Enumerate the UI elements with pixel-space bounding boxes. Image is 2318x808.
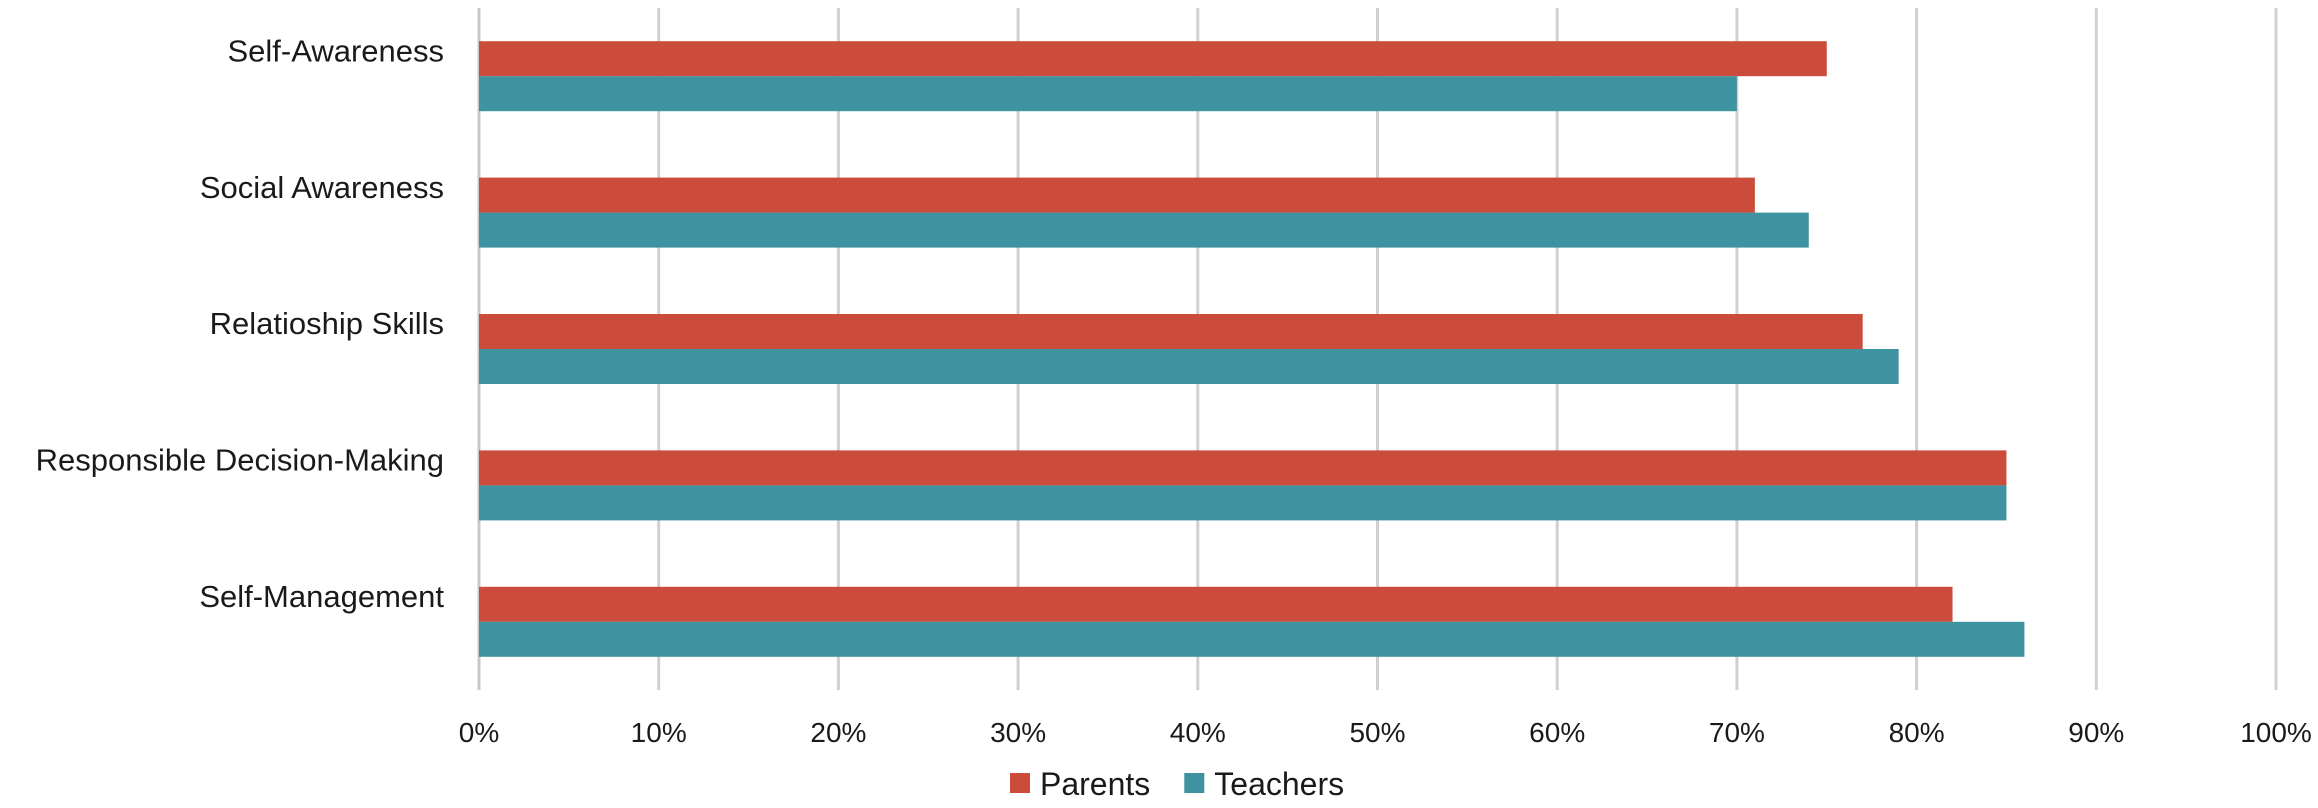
bar-parents	[479, 314, 1863, 349]
x-tick-label: 0%	[459, 717, 499, 748]
bar-teachers	[479, 212, 1809, 248]
category-label: Social Awareness	[200, 170, 444, 205]
category-labels: Self-Awareness Social Awareness Relatioshi…	[36, 33, 445, 614]
category-label: Responsible Decision-Making	[36, 443, 444, 478]
x-tick-label: 50%	[1349, 717, 1405, 748]
legend-label: Parents	[1040, 766, 1150, 802]
bar-teachers	[479, 621, 2025, 657]
x-tick-label: 40%	[1170, 717, 1226, 748]
legend-item-teachers: Teachers	[1184, 766, 1344, 802]
bar-teachers	[479, 349, 1899, 384]
bars	[479, 41, 2025, 657]
bar-parents	[479, 586, 1953, 622]
legend-item-parents: Parents	[1010, 766, 1150, 802]
x-tick-label: 90%	[2068, 717, 2124, 748]
bar-parents	[479, 41, 1827, 77]
bar-teachers	[479, 485, 2007, 521]
category-label: Self-Awareness	[227, 33, 444, 68]
category-label: Self-Management	[199, 579, 444, 614]
x-tick-label: 80%	[1889, 717, 1945, 748]
x-tick-label: 10%	[631, 717, 687, 748]
legend-swatch	[1010, 773, 1030, 793]
bar-parents	[479, 177, 1755, 213]
bar-parents	[479, 450, 2007, 486]
x-tick-label: 70%	[1709, 717, 1765, 748]
bar-teachers	[479, 76, 1737, 112]
legend-swatch	[1184, 773, 1205, 793]
x-tick-label: 20%	[810, 717, 866, 748]
x-axis-tick-labels: 0% 10% 20% 30% 40% 50% 60% 70% 80% 90% 100%	[459, 717, 2312, 748]
x-tick-label: 100%	[2240, 717, 2312, 748]
x-tick-label: 60%	[1529, 717, 1585, 748]
legend: Parents Teachers	[1010, 766, 1344, 802]
legend-label: Teachers	[1214, 766, 1344, 802]
category-label: Relatioship Skills	[210, 306, 444, 341]
x-tick-label: 30%	[990, 717, 1046, 748]
